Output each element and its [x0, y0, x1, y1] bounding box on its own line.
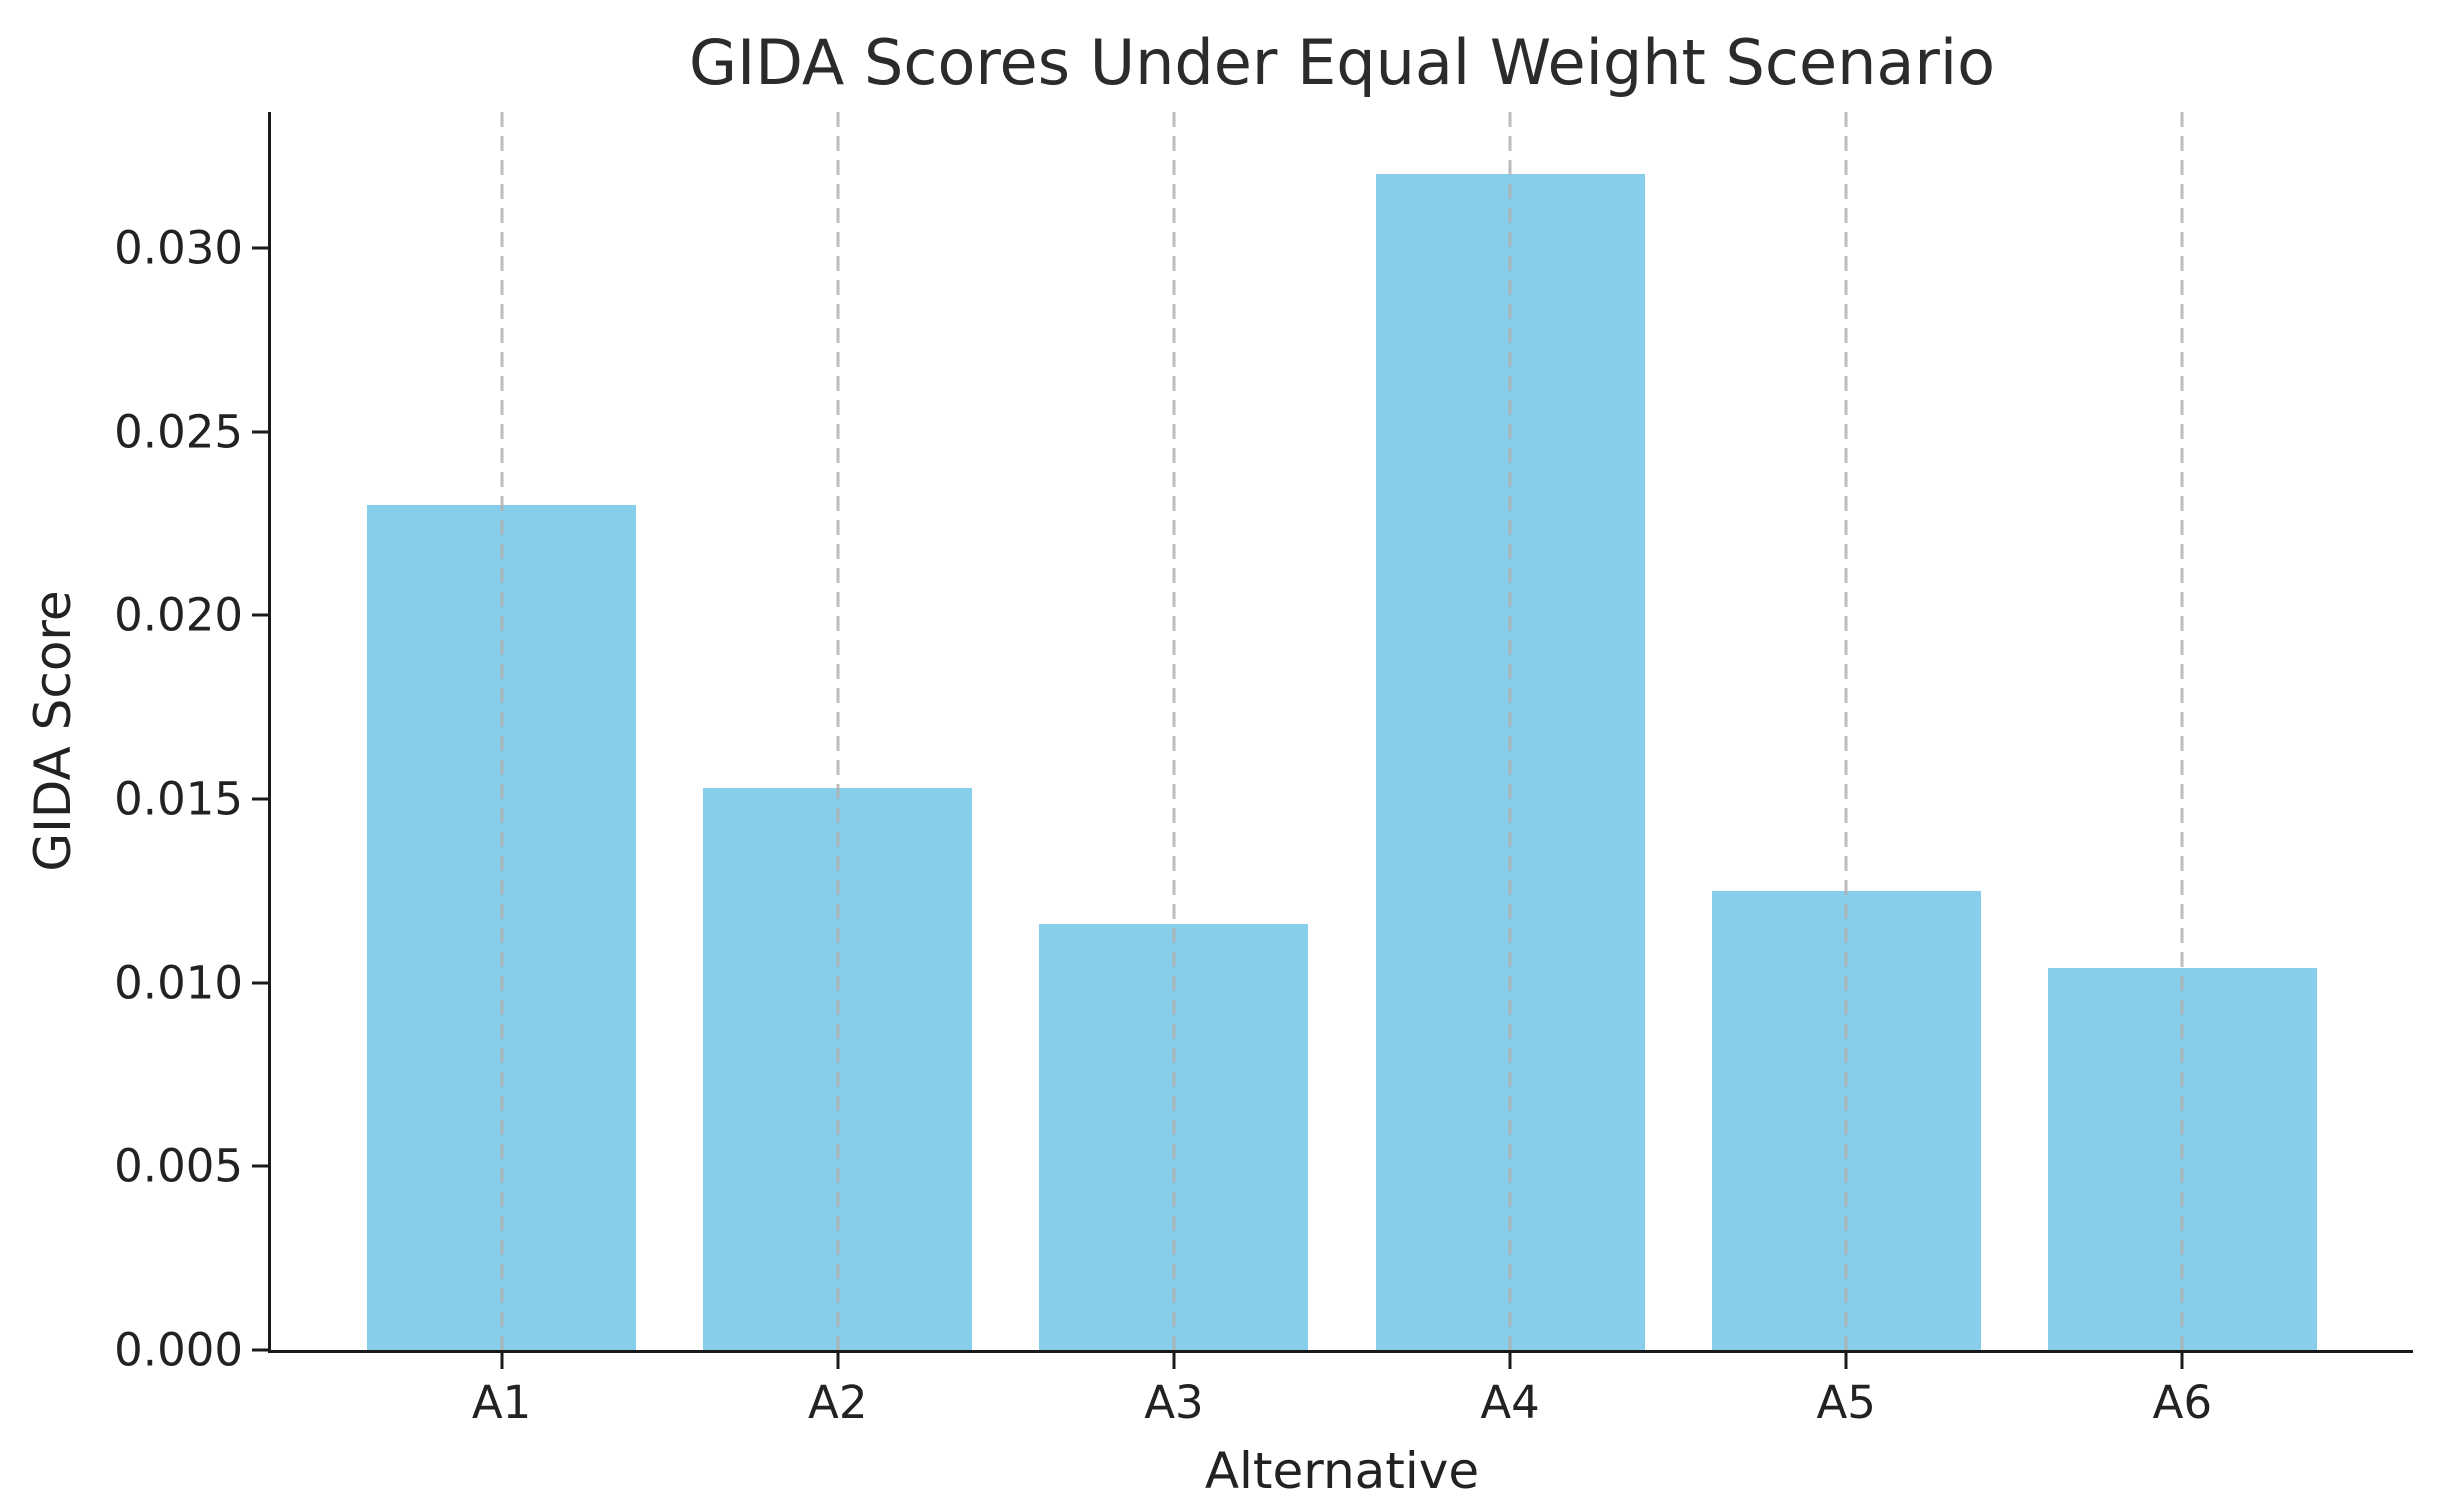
gridline-A3 [1172, 112, 1176, 1350]
gridline-A6 [2180, 112, 2184, 1350]
plot-area: GIDA Scores Under Equal Weight Scenario … [24, 26, 2413, 1500]
x-tick-label-A3: A3 [1144, 1376, 1204, 1429]
y-tick-mark-0.015 [252, 797, 268, 801]
y-axis-label: GIDA Score [24, 590, 82, 872]
gridline-A5 [1844, 112, 1848, 1350]
x-tick-mark-A3 [1172, 1353, 1176, 1369]
x-tick-label-A4: A4 [1480, 1376, 1540, 1429]
x-tick-label-A1: A1 [471, 1376, 532, 1429]
x-axis-label: Alternative [1204, 1442, 1480, 1500]
y-tick-mark-0.020 [252, 613, 268, 617]
x-tick-label-A6: A6 [2152, 1376, 2213, 1429]
x-tick-mark-A1 [500, 1353, 504, 1369]
y-tick-label-0.010: 0.010 [114, 956, 243, 1010]
y-tick-mark-0.025 [252, 430, 268, 434]
y-tick-label-0.000: 0.000 [114, 1323, 243, 1377]
y-tick-label-0.015: 0.015 [114, 772, 243, 826]
gridline-A2 [836, 112, 840, 1350]
y-tick-label-0.030: 0.030 [114, 221, 243, 275]
chart-title: GIDA Scores Under Equal Weight Scenario [688, 25, 1996, 99]
gridline-A4 [1508, 112, 1512, 1350]
y-tick-mark-0.005 [252, 1164, 268, 1168]
x-tick-mark-A4 [1508, 1353, 1512, 1369]
x-tick-mark-A5 [1844, 1353, 1848, 1369]
x-tick-label-A2: A2 [808, 1376, 868, 1429]
y-tick-label-0.005: 0.005 [114, 1139, 243, 1193]
y-tick-mark-0.000 [252, 1348, 268, 1352]
y-tick-mark-0.010 [252, 981, 268, 985]
x-tick-mark-A2 [836, 1353, 840, 1369]
y-tick-mark-0.030 [252, 246, 268, 250]
x-tick-mark-A6 [2180, 1353, 2184, 1369]
x-tick-label-A5: A5 [1816, 1376, 1876, 1429]
y-tick-label-0.020: 0.020 [114, 588, 243, 642]
gridline-A1 [500, 112, 504, 1350]
y-tick-label-0.025: 0.025 [114, 405, 243, 459]
